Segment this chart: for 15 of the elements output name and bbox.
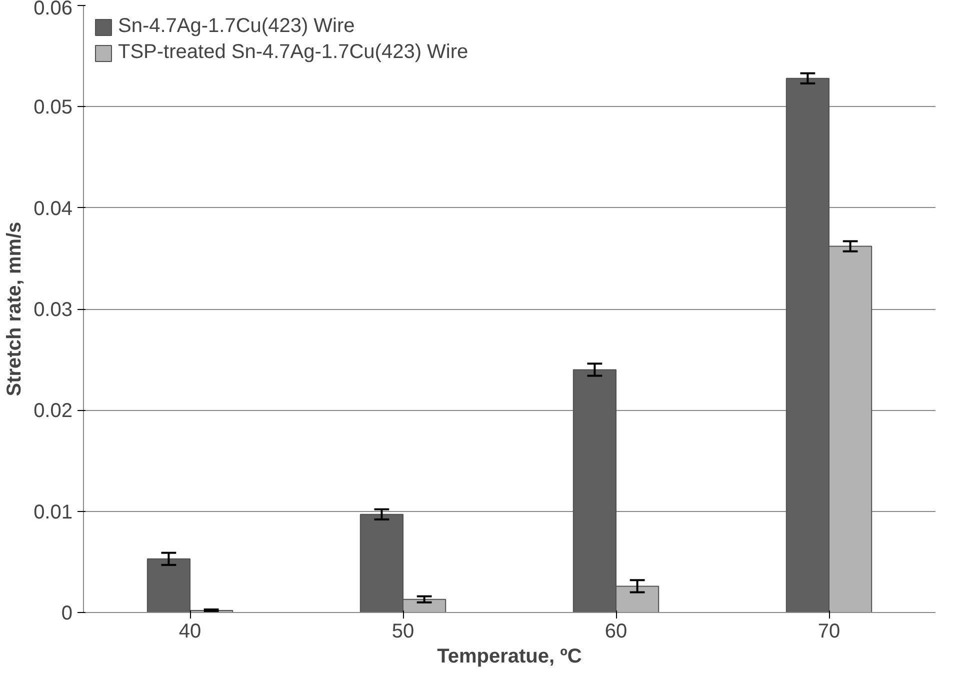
y-tick-label: 0.04 (34, 198, 73, 220)
y-axis-title: Stretch rate, mm/s (4, 222, 26, 396)
x-tick-label: 70 (818, 620, 840, 642)
x-axis-title: Temperatue, ºC (437, 646, 582, 668)
legend-label: TSP-treated Sn-4.7Ag-1.7Cu(423) Wire (118, 41, 468, 64)
legend-label: Sn-4.7Ag-1.7Cu(423) Wire (118, 15, 355, 38)
y-tick-label: 0.02 (34, 400, 73, 422)
x-tick-label: 40 (178, 620, 202, 642)
x-tick-label: 60 (604, 620, 628, 642)
y-tick-label: 0.06 (34, 0, 73, 20)
y-tick-label: 0 (61, 602, 72, 624)
x-tick-label: 50 (392, 620, 414, 642)
y-tick-label: 0.03 (34, 299, 73, 321)
y-tick-label: 0.05 (34, 96, 73, 119)
y-tick-label: 0.01 (34, 501, 73, 524)
